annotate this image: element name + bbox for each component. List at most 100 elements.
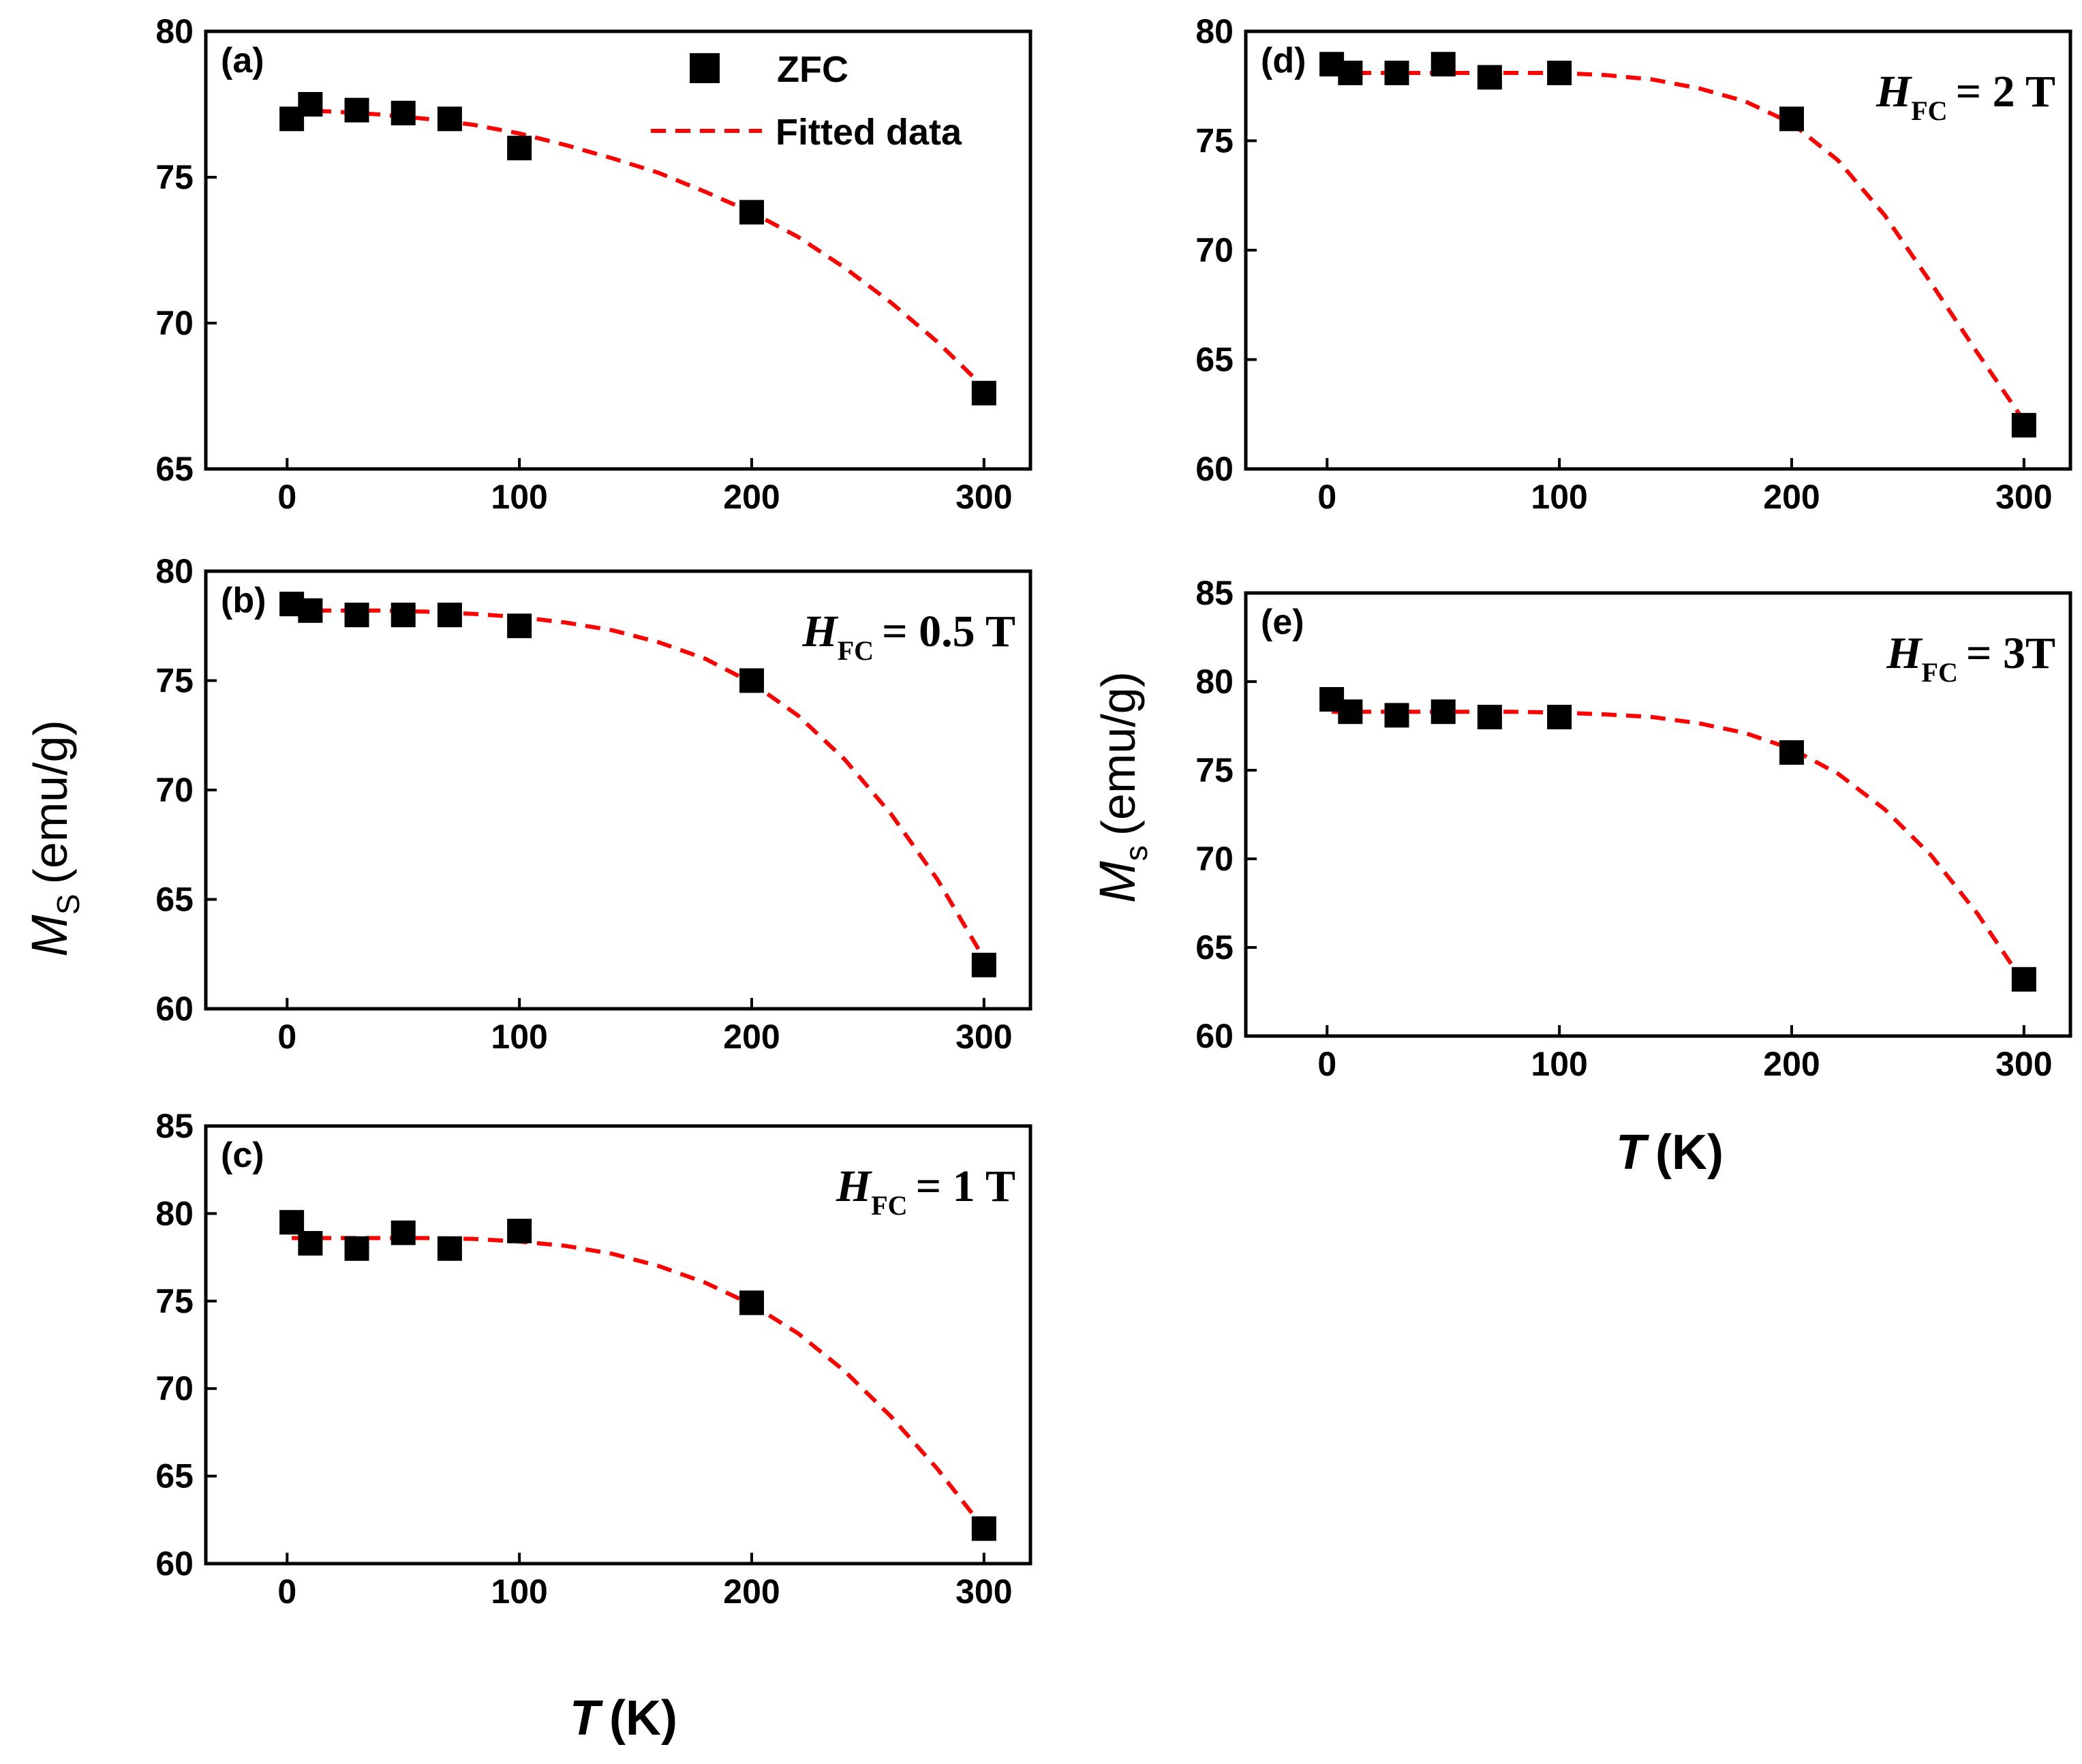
field-annotation-value: = 2 T [1956,67,2055,117]
panel-label: (c) [221,1136,264,1175]
y-tick-label: 75 [155,1282,194,1320]
y-tick-label: 60 [155,990,194,1028]
data-point [1430,52,1456,77]
svg-text:MS(emu/g): MS (emu/g) [21,720,86,957]
x-tick-label: 200 [1763,1045,1820,1083]
panel-label: (d) [1261,41,1306,80]
legend: ZFC Fitted data [651,49,962,153]
data-point [298,1231,323,1256]
x-tick-label: 200 [1763,478,1820,516]
y-tick-label: 70 [155,1369,194,1408]
y-axis-title-right-unit: (emu/g) [1092,671,1145,836]
y-tick-label: 65 [155,1457,194,1495]
x-axis-title-right-symbol: T [1616,1125,1650,1180]
data-point [971,952,996,977]
data-point [437,603,462,628]
data-point [507,613,532,639]
y-tick-label: 75 [1195,122,1234,160]
y-tick-label: 65 [1195,341,1234,379]
y-tick-label: 60 [155,1545,194,1583]
field-annotation-symbol: H [836,1161,873,1211]
field-annotation-value: = 1 T [916,1161,1015,1211]
panel-label: (a) [221,41,264,80]
x-tick-label: 200 [723,478,780,516]
y-tick-label: 70 [155,771,194,809]
x-tick-label: 300 [955,1018,1012,1056]
data-point [279,1210,305,1235]
data-point [391,603,416,628]
data-point [1338,60,1363,85]
data-point [344,603,369,628]
panel-b: 0 100 200 300 60 65 70 75 80 (b) HFC = 0.5 T [155,552,1032,1056]
y-tick-label: 75 [155,662,194,700]
y-axis-title-right-sub: s [1118,845,1154,861]
legend-marker [690,53,720,83]
plot-frame [1244,591,2072,1038]
y-tick-label: 80 [1195,663,1234,701]
data-point [971,1516,996,1541]
fit-line [292,608,986,960]
y-tick-label: 80 [155,552,194,590]
field-annotation-sub: FC [1922,657,1958,688]
field-annotation: HFC = 3T [1886,628,2055,688]
legend-label-zfc: ZFC [777,49,848,90]
data-point [739,1290,764,1316]
x-tick-label: 100 [491,478,547,516]
data-point [971,380,996,406]
data-point [344,97,369,123]
data-point [507,1219,532,1244]
x-tick-label: 100 [491,1018,547,1056]
field-annotation-sub: FC [871,1190,907,1221]
plot-frame [204,1124,1032,1566]
x-tick-label: 0 [277,1018,296,1056]
panel-label: (e) [1261,603,1304,642]
x-tick-label: 0 [277,478,296,516]
field-annotation: HFC = 0.5 T [801,607,1015,666]
data-point [1338,699,1363,725]
y-tick-label: 80 [155,12,194,50]
y-tick-label: 80 [1195,12,1234,50]
field-annotation-sub: FC [838,635,874,666]
x-axis-title-right: T (K) [1616,1125,1724,1180]
y-tick-label: 65 [155,881,194,919]
x-tick-label: 0 [1317,478,1336,516]
y-tick-label: 70 [1195,840,1234,878]
y-tick-label: 75 [155,158,194,196]
field-annotation-value: = 3T [1966,628,2055,678]
data-point [739,200,764,225]
data-point [1477,705,1502,729]
x-tick-label: 300 [955,1572,1012,1611]
y-tick-label: 85 [155,1107,194,1145]
x-tick-label: 0 [277,1572,296,1611]
x-tick-label: 200 [723,1572,780,1611]
x-tick-label: 300 [1995,478,2052,516]
x-tick-label: 0 [1317,1045,1336,1083]
panel-e: 0 100 200 300 60 65 70 75 80 85 (e) HFC = 3T [1195,574,2072,1083]
data-point [1384,60,1409,85]
data-point [1477,65,1502,90]
data-point [391,100,416,125]
y-tick-label: 75 [1195,751,1234,789]
data-point [391,1220,416,1245]
data-point [437,106,462,132]
field-annotation-symbol: H [1876,67,1913,117]
data-point [1779,740,1804,765]
y-axis-title-left: MS (emu/g) [21,720,86,957]
x-tick-label: 100 [1531,478,1587,516]
y-tick-label: 60 [1195,450,1234,488]
data-point [344,1236,369,1261]
x-tick-label: 200 [723,1018,780,1056]
y-tick-label: 70 [155,304,194,342]
panel-d: 0 100 200 300 60 65 70 75 80 (d) HFC = 2 T [1195,12,2072,516]
x-axis-title-left: T (K) [570,1691,677,1746]
data-point [1547,705,1572,729]
y-tick-label: 80 [155,1194,194,1232]
data-point [2011,412,2036,438]
y-tick-label: 65 [155,450,194,488]
x-tick-label: 300 [955,478,1012,516]
y-axis-title-right: Ms (emu/g) [1089,671,1154,903]
y-axis-title-right-symbol: M [1089,861,1146,903]
field-annotation-sub: FC [1911,95,1947,126]
data-point [1384,703,1409,728]
